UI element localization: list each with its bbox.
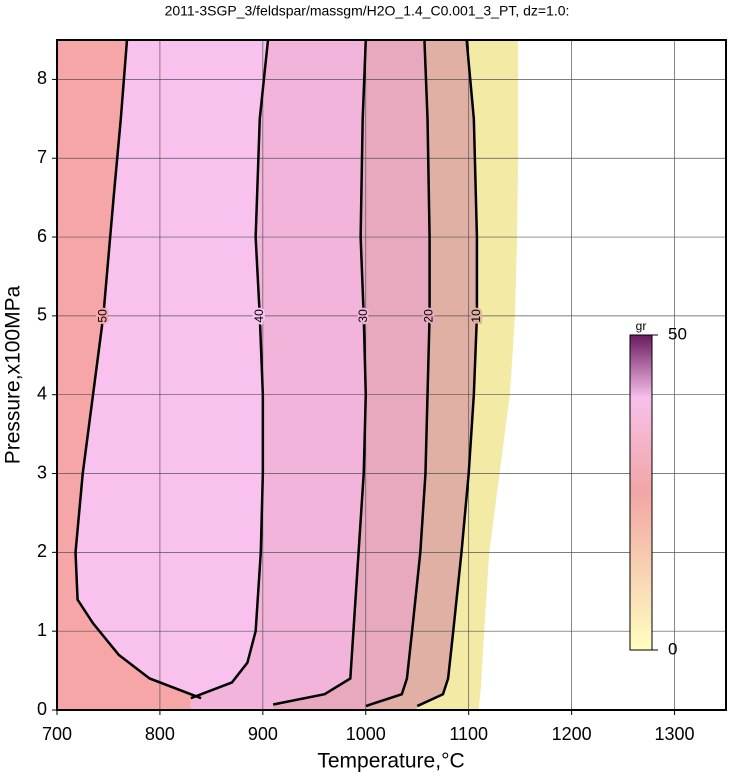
y-tick-label: 4 <box>37 383 47 403</box>
contour-line <box>416 40 479 708</box>
contour-line <box>365 40 431 708</box>
y-tick-label: 6 <box>37 226 47 246</box>
contour-line <box>190 40 270 700</box>
fill-layer <box>57 40 519 710</box>
contour-band <box>57 40 202 710</box>
x-tick-label: 900 <box>248 724 278 744</box>
x-tick-label: 1200 <box>552 724 592 744</box>
colorbar-tick-label: 50 <box>668 324 687 343</box>
contour-label: 20 <box>422 309 436 323</box>
contour-band <box>190 40 366 710</box>
chart-title: 2011-3SGP_3/feldspar/massgm/H2O_1.4_C0.0… <box>165 3 570 19</box>
x-tick-label: 1300 <box>655 724 695 744</box>
y-tick-label: 7 <box>37 147 47 167</box>
x-tick-label: 1100 <box>449 724 488 744</box>
contour-layer: 50 40 30 20 10 <box>74 40 485 708</box>
contour-band <box>365 40 477 710</box>
y-tick-label: 8 <box>37 68 47 88</box>
y-tick-label: 0 <box>37 699 47 719</box>
x-tick-label: 700 <box>42 724 72 744</box>
x-axis-label: Temperature,°C <box>317 750 464 773</box>
contour-line <box>272 40 368 706</box>
y-tick-label: 1 <box>37 620 47 640</box>
x-tick-label: 1000 <box>346 724 386 744</box>
plot-frame <box>56 39 727 711</box>
contour-label: 50 <box>95 309 109 323</box>
y-tick-label: 2 <box>37 541 47 561</box>
contour-label: 30 <box>356 309 370 323</box>
y-tick-label: 3 <box>37 462 47 482</box>
y-axis-label: Pressure,x100MPa <box>2 285 25 464</box>
contour-band <box>273 40 430 710</box>
colorbar <box>629 334 653 651</box>
contour-line <box>74 40 202 700</box>
contour-band <box>75 40 268 710</box>
x-tick-label: 800 <box>145 724 175 744</box>
contour-label: 10 <box>469 309 483 323</box>
y-tick-label: 5 <box>37 305 47 325</box>
colorbar-tick-label: 0 <box>668 639 677 658</box>
contour-band <box>417 40 519 710</box>
colorbar-label: gr <box>636 319 647 333</box>
contour-label: 40 <box>252 309 266 323</box>
